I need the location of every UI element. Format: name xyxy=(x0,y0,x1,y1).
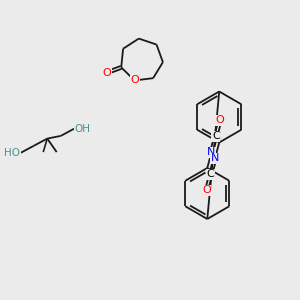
Text: OH: OH xyxy=(74,124,90,134)
Text: O: O xyxy=(216,115,224,125)
Text: N: N xyxy=(207,147,216,157)
Text: HO: HO xyxy=(4,148,20,158)
Text: O: O xyxy=(130,76,139,85)
Text: C: C xyxy=(212,131,220,141)
Text: C: C xyxy=(207,169,214,179)
Text: O: O xyxy=(202,185,211,195)
Text: O: O xyxy=(103,68,112,77)
Text: N: N xyxy=(211,153,219,164)
